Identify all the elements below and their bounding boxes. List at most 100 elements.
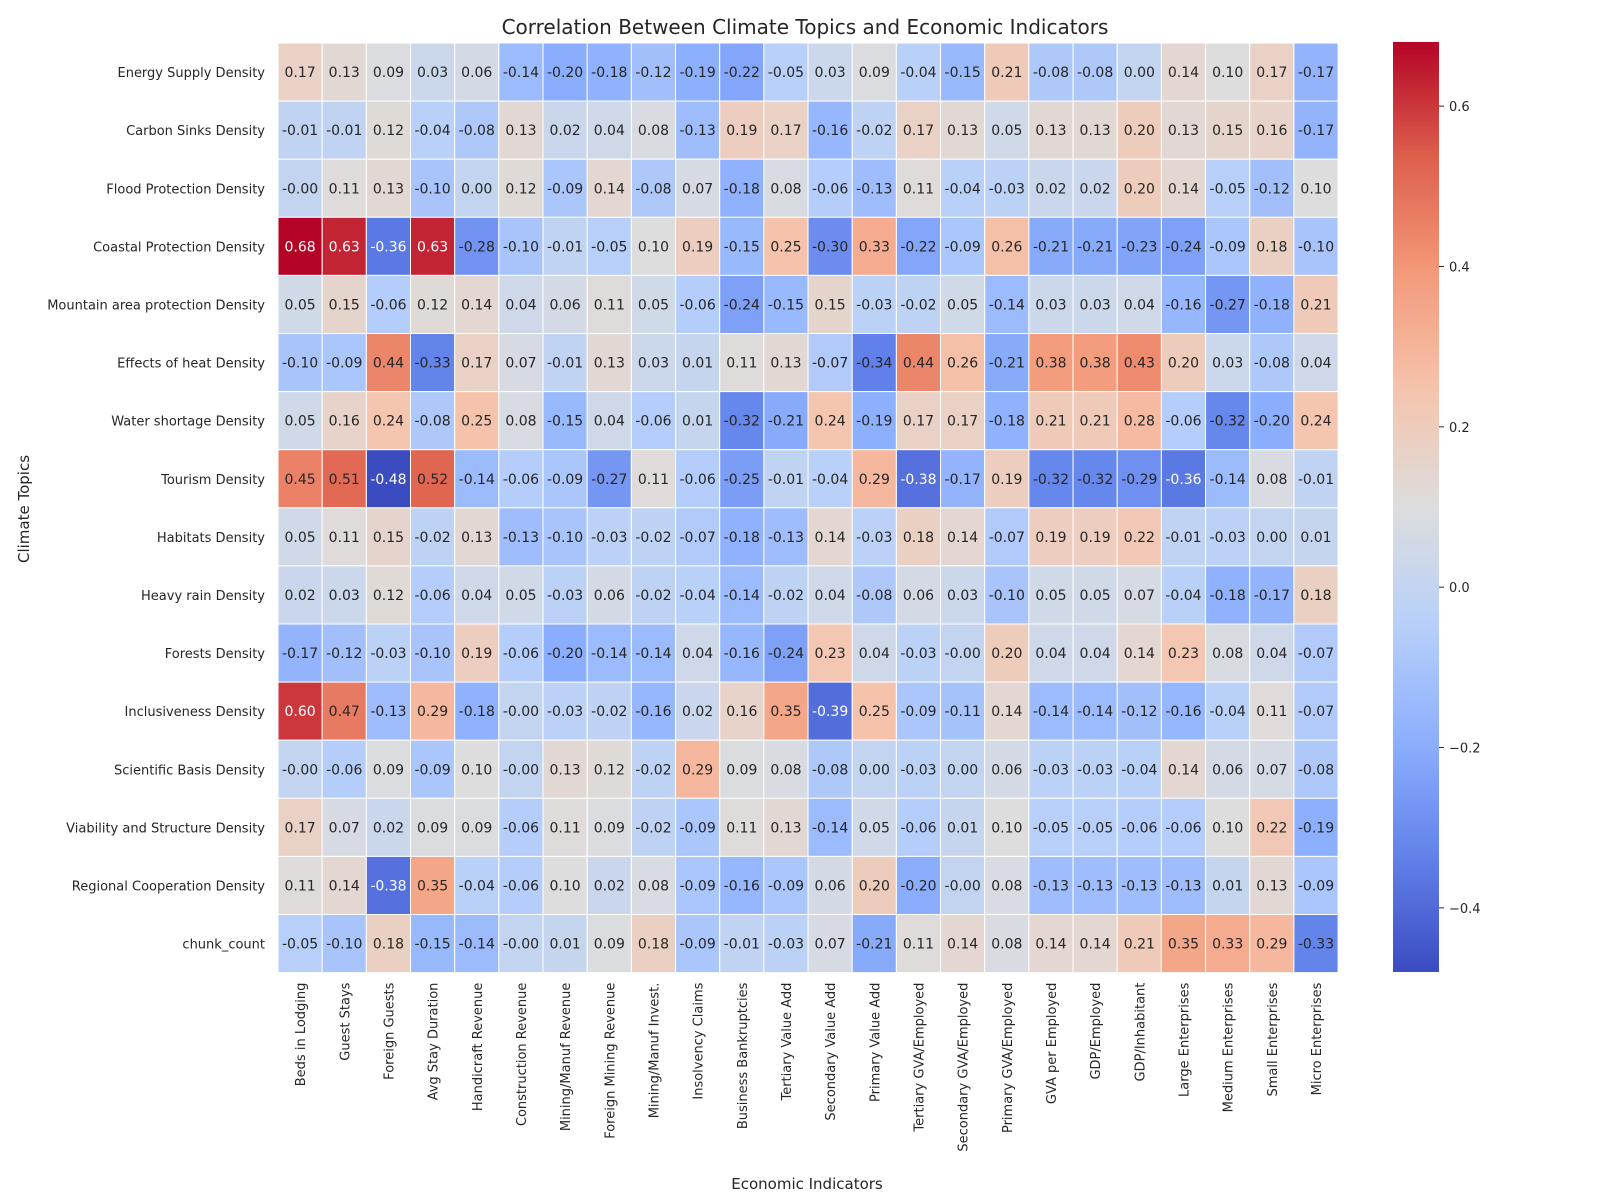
cell-value-label: 0.03 <box>638 356 669 372</box>
column-tick-label: Primary Value Add <box>868 983 883 1102</box>
cell-value-label: 0.14 <box>1080 937 1111 953</box>
heatmap-cell <box>807 391 853 451</box>
cell-value-label: -0.02 <box>856 123 892 139</box>
cell-value-label: -0.10 <box>989 588 1025 604</box>
cell-value-label: -0.14 <box>635 646 671 662</box>
cell-value-label: -0.02 <box>414 530 450 546</box>
column-tick-label: Micro Enterprises <box>1310 982 1325 1095</box>
cell-value-label: -0.10 <box>503 239 539 255</box>
heatmap-cell <box>1028 507 1074 567</box>
heatmap-cell <box>675 42 721 102</box>
heatmap-cell <box>851 914 897 974</box>
heatmap-cell <box>675 739 721 799</box>
heatmap-cell <box>1072 333 1118 393</box>
heatmap-cell <box>1160 42 1207 102</box>
cell-value-label: 0.18 <box>1256 239 1287 255</box>
cell-value-label: 0.11 <box>726 820 757 836</box>
cell-value-label: 0.15 <box>1212 123 1243 139</box>
heatmap-cell <box>851 333 897 393</box>
heatmap-cell <box>719 333 765 393</box>
cell-value-label: -0.03 <box>370 646 406 662</box>
cell-value-label: 0.20 <box>859 878 890 894</box>
heatmap-cell <box>1028 623 1074 683</box>
heatmap-cell <box>940 42 986 102</box>
cell-value-label: 0.18 <box>638 937 669 953</box>
cell-value-label: -0.02 <box>635 530 671 546</box>
heatmap-cell <box>719 739 765 799</box>
heatmap-cell <box>1028 333 1074 393</box>
cell-value-label: -0.08 <box>459 123 495 139</box>
column-tick-label: Secondary Value Add <box>824 983 839 1121</box>
heatmap-cell <box>277 507 323 567</box>
cell-value-label: -0.04 <box>1121 762 1157 778</box>
heatmap-cell <box>630 449 677 509</box>
cell-value-label: -0.08 <box>1077 65 1113 81</box>
cell-value-label: 0.06 <box>550 297 581 313</box>
cell-value-label: -0.22 <box>724 65 760 81</box>
heatmap-cell <box>940 507 986 567</box>
heatmap-cell <box>321 158 367 218</box>
cell-value-label: 0.17 <box>1256 65 1287 81</box>
cell-value-label: -0.32 <box>1033 472 1069 488</box>
heatmap-cell <box>984 623 1030 683</box>
cell-value-label: 0.06 <box>594 588 625 604</box>
heatmap-cell <box>321 507 367 567</box>
heatmap-cell <box>586 391 632 451</box>
heatmap-cell <box>940 855 986 916</box>
cell-value-label: -0.15 <box>724 239 760 255</box>
heatmap-cell <box>1116 274 1162 334</box>
cell-value-label: 0.00 <box>1124 65 1155 81</box>
heatmap-cell <box>807 565 853 625</box>
cell-value-label: 0.17 <box>284 820 315 836</box>
cell-value-label: -0.16 <box>724 878 760 894</box>
heatmap-cell <box>630 914 677 974</box>
cell-value-label: -0.06 <box>680 472 716 488</box>
heatmap-cell <box>410 507 456 567</box>
cell-value-label: -0.03 <box>1033 762 1069 778</box>
cell-value-label: 0.12 <box>594 762 625 778</box>
cell-value-label: -0.01 <box>1298 472 1334 488</box>
heatmap-cell <box>454 681 500 741</box>
cell-value-label: -0.14 <box>1210 472 1246 488</box>
cell-value-label: 0.10 <box>638 239 669 255</box>
heatmap-cell <box>675 507 721 567</box>
heatmap-cell <box>1249 216 1295 276</box>
cell-value-label: 0.21 <box>991 65 1022 81</box>
cell-value-label: 0.25 <box>859 704 890 720</box>
cell-value-label: -0.09 <box>768 878 804 894</box>
heatmap-cell <box>675 914 721 974</box>
heatmap-cell <box>542 507 588 567</box>
heatmap-cell <box>277 42 323 102</box>
cell-value-label: 0.38 <box>1080 356 1111 372</box>
cell-value-label: 0.02 <box>373 820 404 836</box>
heatmap-cell <box>984 216 1030 276</box>
cell-value-label: 0.35 <box>417 878 448 894</box>
column-tick-label: Tertiary Value Add <box>780 983 795 1102</box>
cell-value-label: -0.21 <box>768 414 804 430</box>
column-tick-label: Primary GVA/Employed <box>1001 983 1016 1133</box>
heatmap-cell <box>1160 855 1207 916</box>
cell-value-label: 0.16 <box>1256 123 1287 139</box>
cell-value-label: 0.33 <box>859 239 890 255</box>
heatmap-cell <box>895 100 942 160</box>
cell-value-label: -0.09 <box>680 878 716 894</box>
heatmap-cell <box>851 797 897 857</box>
heatmap-cell <box>1072 42 1118 102</box>
cell-value-label: 0.02 <box>1035 181 1066 197</box>
heatmap-cell <box>277 333 323 393</box>
heatmap-cell <box>498 623 544 683</box>
heatmap-cell <box>807 449 853 509</box>
heatmap-cell <box>1293 507 1339 567</box>
cell-value-label: 0.01 <box>947 820 978 836</box>
colorbar: −0.4 −0.2 0.0 0.2 0.4 0.6 <box>1393 42 1481 972</box>
heatmap-cell <box>630 739 677 799</box>
cell-value-label: -0.12 <box>1121 704 1157 720</box>
row-tick-label: Carbon Sinks Density <box>126 124 265 139</box>
heatmap-cell <box>630 855 677 916</box>
cell-value-label: -0.09 <box>680 937 716 953</box>
heatmap-cell <box>1205 274 1251 334</box>
heatmap-cell <box>542 158 588 218</box>
column-tick-label: Mining/Manuf Revenue <box>559 983 574 1132</box>
cell-value-label: -0.32 <box>1077 472 1113 488</box>
heatmap-cell <box>454 216 500 276</box>
